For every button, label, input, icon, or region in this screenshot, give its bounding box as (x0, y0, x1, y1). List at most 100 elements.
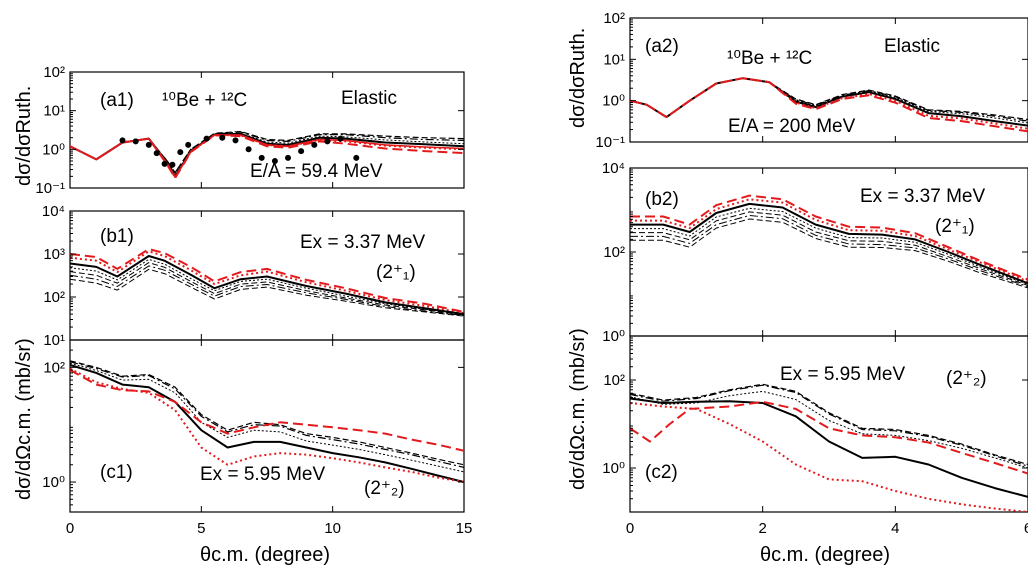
panel-a1-channel: Elastic (341, 88, 397, 109)
panel-b1-energy: Ex = 3.37 MeV (300, 232, 425, 253)
ytick-label-b2-2: 10⁴ (602, 160, 625, 177)
panel-a1-energy: E/A = 59.4 MeV (250, 161, 383, 182)
series-line-c2-1 (630, 384, 1028, 467)
data-point-a1-16 (311, 141, 318, 148)
series-line-b2-6 (630, 218, 1028, 289)
data-point-a1-10 (232, 137, 239, 144)
ytick-label-b2-0: 10⁰ (602, 328, 625, 345)
ytick-label-a2-2: 10¹ (603, 51, 625, 68)
ytick-label-c1-1: 10² (43, 359, 65, 376)
ytick-label-a2-0: 10⁻¹ (595, 134, 625, 151)
panel-c2-xlabel: θc.m. (degree) (760, 544, 890, 566)
ytick-label-a1-3: 10² (43, 64, 65, 81)
data-point-a1-2 (145, 141, 152, 148)
xtick-label-c1-0: 0 (66, 520, 74, 537)
series-group-c2 (630, 383, 1028, 512)
series-line-c1-3 (70, 364, 464, 483)
ytick-label-a2-3: 10² (603, 10, 625, 27)
panel-c2-label: (c2) (645, 462, 678, 483)
data-point-a1-15 (298, 148, 305, 155)
series-line-b1-5 (70, 265, 464, 317)
shared-ylabel-left: dσ/dΩc.m. (mb/sr) (13, 338, 35, 500)
series-line-a2-2 (630, 77, 1028, 124)
panel-a2-reaction: ¹⁰Be + ¹²C (727, 48, 812, 69)
series-line-b1-3 (70, 258, 464, 316)
series-line-a1-2 (70, 131, 464, 174)
series-line-b1-2 (70, 255, 464, 316)
series-line-b1-6 (70, 268, 464, 317)
ytick-label-c2-1: 10² (603, 372, 625, 389)
data-point-a1-19 (353, 154, 360, 161)
ytick-label-c2-0: 10⁰ (602, 460, 625, 477)
panel-b1-label: (b1) (100, 226, 134, 247)
ytick-label-a2-1: 10⁰ (602, 93, 625, 110)
panel-b2-label: (b2) (645, 189, 679, 210)
data-point-a1-7 (185, 141, 192, 148)
panel-a2-label: (a2) (645, 36, 679, 57)
series-line-c2-3 (630, 397, 1028, 498)
series-line-c1-2 (70, 362, 464, 473)
series-group-a1 (70, 130, 464, 180)
series-line-c1-5 (70, 367, 464, 483)
panel-c1-label: (c1) (100, 462, 133, 483)
xtick-label-c1-3: 15 (456, 520, 473, 537)
ticks-layer: 10⁻¹ 10⁰ 10¹ 10² 10¹ 10² 10³ 10⁴ 10⁰ 10² 0 5 10 15 10⁻… (35, 10, 1028, 537)
panel-b2-state: (2⁺₁) (935, 216, 975, 237)
ytick-label-a1-2: 10¹ (43, 103, 65, 120)
panel-a2-frame (629, 17, 1028, 143)
series-line-b1-1 (70, 250, 464, 315)
panel-a2-energy: E/A = 200 MeV (728, 116, 856, 137)
panel-c2-frame (629, 335, 1028, 513)
curves-layer (70, 77, 1028, 512)
data-point-a1-13 (271, 158, 278, 164)
ytick-label-b1-1: 10² (43, 289, 65, 306)
data-point-a1-18 (337, 135, 344, 142)
panel-a1-ylabel: dσ/dσRuth. (13, 86, 35, 186)
ytick-label-a1-0: 10⁻¹ (35, 180, 65, 197)
panel-b1-state: (2⁺₁) (376, 262, 416, 283)
series-line-b2-1 (630, 198, 1028, 283)
panel-c1-energy: Ex = 5.95 MeV (200, 464, 325, 485)
ytick-label-a1-1: 10⁰ (42, 141, 65, 158)
xtick-label-c2-0: 0 (626, 520, 634, 537)
series-group-b2 (630, 194, 1028, 289)
series-line-a2-0 (630, 77, 1028, 121)
panel-a1-frame (69, 71, 465, 189)
panel-a2-channel: Elastic (884, 36, 940, 57)
panel-c2-energy: Ex = 5.95 MeV (780, 364, 905, 385)
ytick-label-b2-1: 10² (603, 244, 625, 261)
data-point-a1-17 (324, 138, 331, 145)
series-line-c2-2 (630, 390, 1028, 469)
data-point-a1-1 (132, 138, 139, 145)
series-group-b1 (70, 248, 464, 317)
series-group-c1 (70, 360, 464, 483)
xtick-label-c2-3: 6 (1024, 520, 1028, 537)
panel-c2-state: (2⁺₂) (946, 368, 987, 389)
ytick-label-c1-0: 10⁰ (42, 474, 65, 491)
data-point-a1-14 (285, 154, 291, 161)
xtick-label-c1-1: 5 (197, 520, 205, 537)
shared-ylabel-right: dσ/dΩc.m. (mb/sr) (567, 328, 589, 490)
data-point-a1-9 (219, 134, 226, 141)
series-line-c1-4 (70, 369, 464, 452)
panel-c1-frame (69, 339, 465, 513)
data-point-a1-11 (245, 146, 252, 153)
ytick-label-b1-2: 10³ (43, 246, 65, 263)
panel-a2-ylabel: dσ/dσRuth. (567, 28, 589, 128)
data-point-a1-8 (203, 135, 210, 142)
series-line-a2-4 (630, 77, 1028, 133)
series-line-b2-4 (630, 211, 1028, 286)
series-line-b2-2 (630, 202, 1028, 285)
xtick-label-c2-1: 2 (758, 520, 766, 537)
ytick-label-b1-0: 10¹ (43, 332, 65, 349)
series-line-b1-4 (70, 262, 464, 316)
data-point-a1-3 (153, 150, 160, 157)
ytick-label-b1-3: 10⁴ (42, 203, 65, 220)
panel-b2-energy: Ex = 3.37 MeV (860, 186, 985, 207)
series-line-c2-4 (630, 400, 1028, 475)
series-line-b2-5 (630, 215, 1028, 288)
data-point-a1-12 (258, 154, 265, 161)
series-line-c1-0 (70, 360, 464, 466)
series-line-b2-3 (630, 207, 1028, 285)
